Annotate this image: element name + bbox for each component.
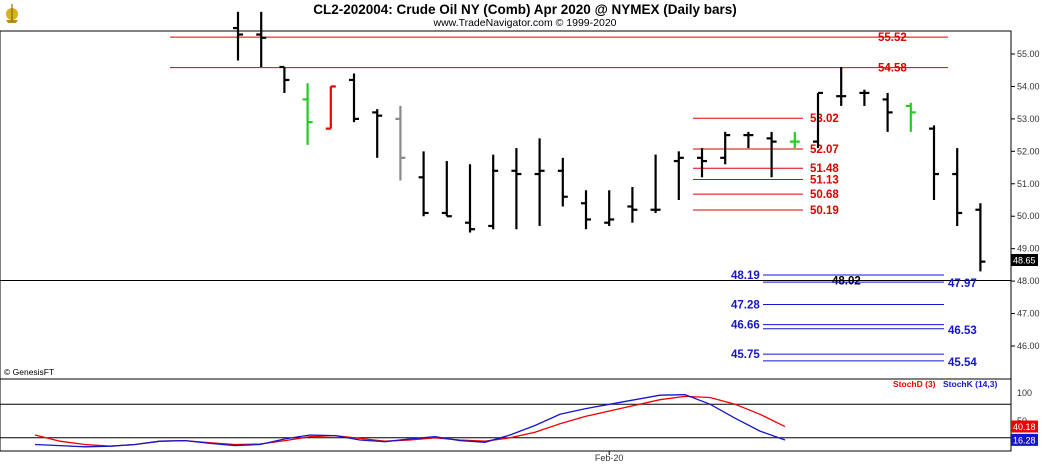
price-bar (511, 148, 522, 230)
support-label: 45.75 (731, 349, 760, 361)
y-tick-label: 53.00 (1017, 114, 1040, 124)
price-bar (766, 131, 777, 178)
price-bar (813, 91, 823, 149)
price-bar (627, 187, 638, 223)
y-tick-label: 47.00 (1017, 309, 1040, 319)
price-bar (697, 148, 707, 178)
resistance-label: 52.07 (810, 144, 839, 156)
support-label: 46.66 (731, 320, 760, 332)
y-tick-label: 48.00 (1017, 276, 1040, 286)
price-bar (395, 105, 406, 181)
price-bar (975, 203, 986, 272)
price-bar (349, 73, 359, 123)
price-bar (650, 154, 661, 213)
price-bar (720, 131, 731, 165)
stoch-k-value-label: 16.28 (1013, 435, 1036, 445)
stoch-d-value-tag (1011, 420, 1038, 433)
last-price-tag (1011, 254, 1038, 267)
price-bar (325, 85, 336, 130)
chart-subtitle: www.TradeNavigator.com © 1999-2020 (432, 17, 616, 29)
stoch-k-line (34, 394, 786, 448)
price-bar (789, 131, 800, 149)
resistance-label: 50.19 (810, 205, 839, 217)
price-bar (604, 190, 615, 226)
stochastic-panel (0, 394, 1011, 448)
support-label: 48.19 (731, 270, 760, 282)
price-bar (534, 138, 545, 226)
price-bar (418, 151, 429, 217)
stoch-d-legend: StochD (3) (893, 379, 936, 389)
price-bar (557, 157, 568, 207)
x-tick-label: Feb-20 (595, 453, 624, 463)
horizontal-line-label: 48.02 (832, 275, 861, 287)
last-price-label: 48.65 (1013, 256, 1036, 266)
y-tick-label: 46.00 (1017, 341, 1040, 351)
stoch-k-legend: StochK (14,3) (943, 379, 997, 389)
y-tick-label: 51.00 (1017, 179, 1040, 189)
support-label: 46.53 (948, 325, 977, 337)
price-bar (673, 151, 684, 200)
resistance-label: 53.02 (810, 113, 839, 125)
stoch-tick-label: 100 (1017, 388, 1032, 398)
price-bar (488, 154, 499, 230)
chart-title: CL2-202004: Crude Oil NY (Comb) Apr 2020… (313, 2, 737, 17)
price-bar (441, 161, 452, 218)
resistance-label: 55.52 (878, 32, 907, 44)
support-label: 47.97 (948, 278, 977, 290)
price-bar (743, 131, 754, 149)
price-bar (465, 164, 475, 233)
price-bar (233, 11, 243, 61)
support-label: 47.28 (731, 299, 760, 311)
stoch-k-value-tag (1011, 433, 1038, 446)
price-bar (372, 109, 383, 158)
stoch-panel-frame (0, 378, 1012, 452)
price-bar (836, 66, 847, 106)
axes: 55.00 54.00 53.00 52.00 51.00 50.00 49.00 48.00… (595, 49, 1040, 463)
price-bar (859, 89, 870, 106)
resistance-label: 51.13 (810, 175, 839, 187)
price-bar (882, 92, 893, 132)
y-tick-label: 50.00 (1017, 211, 1040, 221)
price-bar (905, 102, 916, 132)
support-label: 45.54 (948, 357, 977, 369)
stoch-d-value-label: 40.18 (1013, 422, 1036, 432)
price-bar (952, 148, 963, 226)
price-bar (929, 125, 939, 200)
price-bar (256, 11, 267, 67)
y-tick-label: 52.00 (1017, 146, 1040, 156)
resistance-label: 50.68 (810, 189, 839, 201)
y-tick-label: 49.00 (1017, 244, 1040, 254)
y-tick-label: 54.00 (1017, 81, 1040, 91)
resistance-label: 51.48 (810, 163, 839, 175)
price-bar (581, 190, 591, 230)
y-tick-label: 55.00 (1017, 49, 1040, 59)
resistance-label: 54.58 (878, 63, 907, 75)
copyright-label: © GenesisFT (4, 367, 54, 377)
price-bar (279, 65, 290, 93)
price-bar (302, 83, 313, 145)
logo-icon (6, 4, 18, 23)
price-panel-frame (0, 30, 1012, 380)
